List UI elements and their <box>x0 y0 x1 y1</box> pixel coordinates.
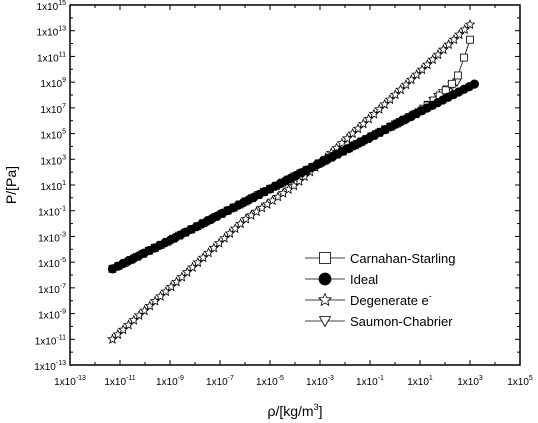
y-tick-label: 1x10-1 <box>38 206 66 219</box>
legend-item: Carnahan-Starling <box>305 251 456 266</box>
data-point <box>464 18 476 30</box>
x-tick-label: 1x103 <box>457 375 483 388</box>
x-tick-label: 1x105 <box>507 375 533 388</box>
series-0 <box>108 35 474 273</box>
y-tick-label: 1x103 <box>40 154 66 167</box>
legend-label: Saumon-Chabrier <box>350 314 453 329</box>
legend: Carnahan-Starling Ideal Degenerate e- Saumo… <box>305 251 456 329</box>
legend-label: Degenerate e- <box>350 291 432 308</box>
y-tick-label: 1x1015 <box>37 0 67 13</box>
legend-item: Saumon-Chabrier <box>305 314 453 329</box>
data-point <box>318 272 332 286</box>
y-tick-label: 1x101 <box>40 180 66 193</box>
data-point <box>319 252 331 264</box>
legend-item: Degenerate e- <box>305 291 432 308</box>
x-tick-label: 1x10-3 <box>306 375 334 388</box>
y-tick-label: 1x10-3 <box>38 231 66 244</box>
data-point <box>447 79 456 88</box>
y-tick-label: 1x10-5 <box>38 257 66 270</box>
data-point <box>460 53 468 62</box>
y-tick-label: 1x10-13 <box>34 360 66 373</box>
y-tick-label: 1x1011 <box>37 51 66 64</box>
y-tick-label: 1x105 <box>40 129 66 142</box>
y-axis-label: P/[Pa] <box>3 166 19 204</box>
y-tick-label: 1x10-7 <box>38 283 66 296</box>
data-point <box>466 35 474 44</box>
legend-label: Ideal <box>350 272 378 287</box>
x-tick-label: 1x10-5 <box>256 375 284 388</box>
y-tick-label: 1x10-11 <box>35 334 66 347</box>
data-point <box>453 71 462 80</box>
x-tick-label: 1x10-13 <box>54 375 86 388</box>
x-tick-label: 1x10-9 <box>156 375 184 388</box>
data-point <box>469 79 480 89</box>
x-tick-label: 1x10-7 <box>206 375 234 388</box>
data-point <box>318 316 332 328</box>
legend-label: Carnahan-Starling <box>350 251 456 266</box>
x-tick-label: 1x101 <box>407 375 433 388</box>
data-point <box>317 292 333 307</box>
x-tick-label: 1x10-1 <box>356 375 384 388</box>
y-tick-label: 1x109 <box>40 77 66 90</box>
x-axis-label: ρ/[kg/m3] <box>268 402 323 419</box>
y-tick-label: 1x10-9 <box>38 309 66 322</box>
series-1 <box>107 79 480 274</box>
y-tick-label: 1x1013 <box>37 26 67 39</box>
legend-item: Ideal <box>305 272 378 287</box>
y-tick-label: 1x107 <box>40 103 66 116</box>
axis-ticks: 1x10-13 1x10-11 1x10-9 1x10-7 1x10-5 1x10-3 1x… <box>34 0 533 388</box>
x-tick-label: 1x10-11 <box>104 375 135 388</box>
data-series <box>107 18 480 344</box>
